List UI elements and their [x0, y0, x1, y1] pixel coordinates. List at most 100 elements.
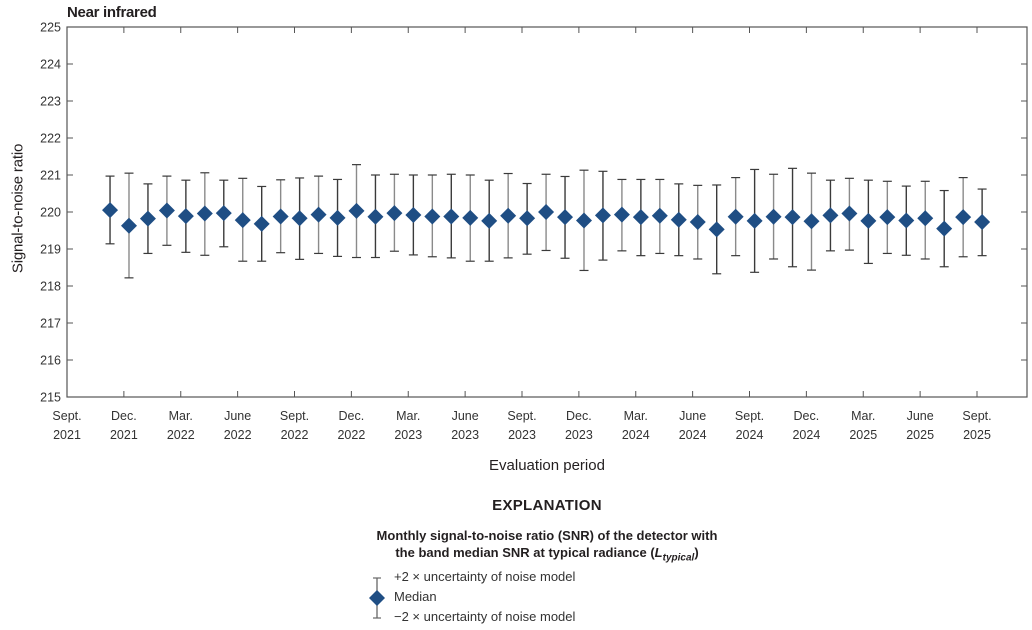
data-series-median	[102, 164, 991, 279]
x-tick-label-month: June	[679, 409, 706, 423]
diamond-marker-icon	[367, 208, 384, 225]
data-point	[784, 167, 801, 268]
diamond-marker-icon	[215, 205, 232, 222]
x-tick-label-year: 2022	[224, 428, 252, 442]
legend-heading: EXPLANATION	[492, 497, 602, 514]
legend-item-upper: +2 × uncertainty of noise model	[394, 569, 576, 584]
diamond-marker-icon	[860, 212, 877, 229]
diamond-marker-icon	[651, 207, 668, 224]
data-point	[879, 180, 896, 255]
x-tick-label-month: June	[907, 409, 934, 423]
diamond-marker-icon	[746, 212, 763, 229]
x-tick-label-month: Dec.	[111, 409, 137, 423]
y-tick-label: 215	[40, 391, 61, 405]
data-point	[519, 182, 536, 255]
diamond-marker-icon	[443, 208, 460, 225]
data-point	[557, 175, 574, 259]
x-axis-label: Evaluation period	[489, 457, 605, 474]
data-point	[424, 174, 441, 258]
x-tick-label-month: Mar.	[396, 409, 420, 423]
data-point	[860, 179, 877, 265]
data-point	[253, 185, 270, 262]
data-point	[291, 177, 308, 260]
diamond-marker-icon	[291, 210, 308, 227]
x-tick-label-year: 2021	[110, 428, 138, 442]
diamond-marker-icon	[234, 212, 251, 229]
diamond-marker-icon	[557, 209, 574, 226]
data-point	[196, 172, 213, 256]
data-point	[310, 175, 327, 255]
y-tick-label: 220	[40, 206, 61, 220]
diamond-marker-icon	[632, 209, 649, 226]
x-tick-label-month: Mar.	[169, 409, 193, 423]
y-tick-label: 222	[40, 132, 61, 146]
x-tick-label-year: 2024	[679, 428, 707, 442]
diamond-marker-icon	[708, 221, 725, 238]
diamond-marker-icon	[613, 206, 630, 223]
legend-description-line2: the band median SNR at typical radiance …	[0, 544, 1032, 567]
data-point	[386, 173, 403, 252]
diamond-marker-icon	[898, 212, 915, 229]
legend-desc-prefix: the band median SNR at typical radiance …	[395, 545, 655, 560]
diamond-marker-icon	[462, 209, 479, 226]
legend-desc-suffix: )	[694, 545, 699, 560]
data-point	[443, 173, 460, 259]
data-point	[367, 174, 384, 259]
data-point	[841, 177, 858, 251]
diamond-marker-icon	[253, 215, 270, 232]
diamond-marker-icon	[310, 206, 327, 223]
y-tick-label: 217	[40, 317, 61, 331]
x-tick-label-month: Dec.	[566, 409, 592, 423]
diamond-marker-icon	[120, 217, 137, 234]
x-tick-label-month: Sept.	[280, 409, 309, 423]
diamond-marker-icon	[102, 202, 119, 219]
y-tick-label: 223	[40, 95, 61, 109]
diamond-marker-icon	[405, 206, 422, 223]
legend-desc-subscript: typical	[662, 552, 695, 564]
diamond-marker-icon	[822, 207, 839, 224]
x-tick-label-year: 2022	[281, 428, 309, 442]
y-tick-label: 225	[40, 21, 61, 35]
diamond-marker-icon	[727, 208, 744, 225]
data-point	[594, 170, 611, 261]
data-point	[727, 176, 744, 257]
data-point	[158, 175, 175, 246]
data-point	[177, 179, 194, 253]
data-point	[500, 172, 517, 259]
legend-item-lower: −2 × uncertainty of noise model	[394, 609, 576, 624]
x-tick-label-year: 2024	[622, 428, 650, 442]
data-point	[272, 179, 289, 254]
data-point	[139, 183, 156, 255]
diamond-marker-icon	[936, 220, 953, 237]
data-point	[746, 168, 763, 273]
data-point	[898, 185, 915, 256]
diamond-marker-icon	[272, 208, 289, 225]
diamond-marker-icon	[196, 205, 213, 222]
diamond-marker-icon	[500, 207, 517, 224]
x-tick-label-month: Sept.	[507, 409, 536, 423]
diamond-marker-icon	[177, 208, 194, 225]
x-tick-label-year: 2024	[792, 428, 820, 442]
data-point	[822, 179, 839, 252]
data-point	[955, 176, 972, 258]
x-tick-label-month: June	[452, 409, 479, 423]
diamond-marker-icon	[139, 210, 156, 227]
diamond-marker-icon	[955, 209, 972, 226]
diamond-marker-icon	[841, 205, 858, 222]
data-point	[651, 178, 668, 255]
chart-title: Near infrared	[67, 4, 157, 21]
diamond-marker-icon	[158, 202, 175, 219]
legend-symbols	[369, 577, 385, 619]
x-tick-label-month: Mar.	[851, 409, 875, 423]
legend-description: Monthly signal-to-noise ratio (SNR) of t…	[0, 527, 1032, 567]
data-point	[102, 175, 119, 245]
data-point	[708, 184, 725, 275]
diamond-marker-icon	[594, 207, 611, 224]
x-tick-label-year: 2022	[167, 428, 195, 442]
plot-axes: 215 216 217 218 219 220 221 222 223 224 225 Sept. 20…	[40, 21, 1028, 442]
x-tick-label-year: 2025	[906, 428, 934, 442]
data-point	[632, 178, 649, 257]
data-point	[538, 173, 555, 252]
y-tick-label: 221	[40, 169, 61, 183]
diamond-marker-icon	[386, 205, 403, 222]
